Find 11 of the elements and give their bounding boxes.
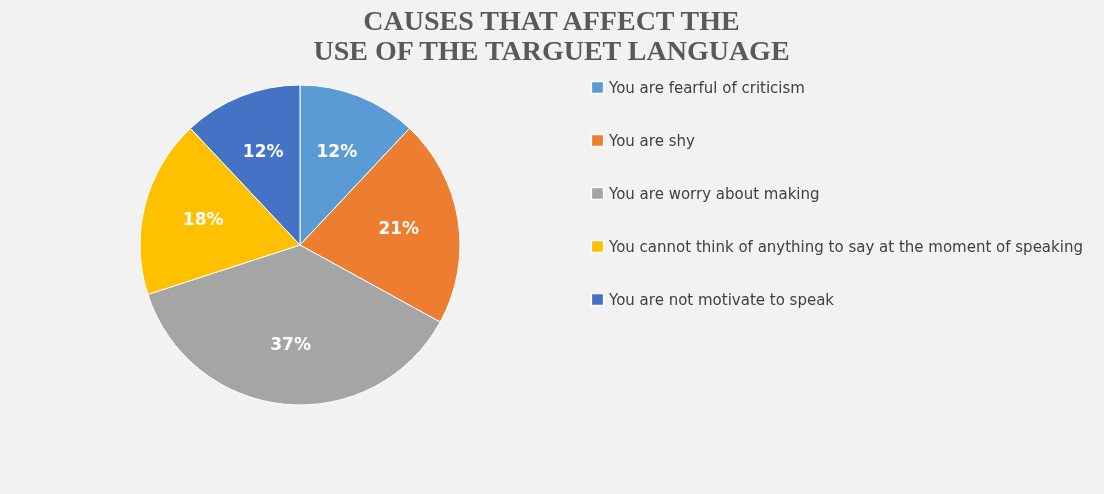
legend-label: You are shy	[608, 131, 695, 150]
data-label: 21%	[378, 218, 420, 239]
legend-label: You are worry about making	[608, 184, 820, 203]
legend-label: You are not motivate to speak	[608, 290, 835, 309]
legend-label: You are fearful of criticism	[608, 78, 805, 97]
data-label: 12%	[316, 141, 358, 162]
legend-label: You cannot think of anything to say at the moment of speaking	[608, 237, 1083, 256]
data-label: 37%	[270, 333, 311, 354]
data-label: 18%	[182, 209, 224, 230]
data-label: 12%	[242, 141, 284, 162]
chart-title: CAUSES THAT AFFECT THE USE OF THE TARGUET LANGUAGE	[313, 5, 790, 66]
